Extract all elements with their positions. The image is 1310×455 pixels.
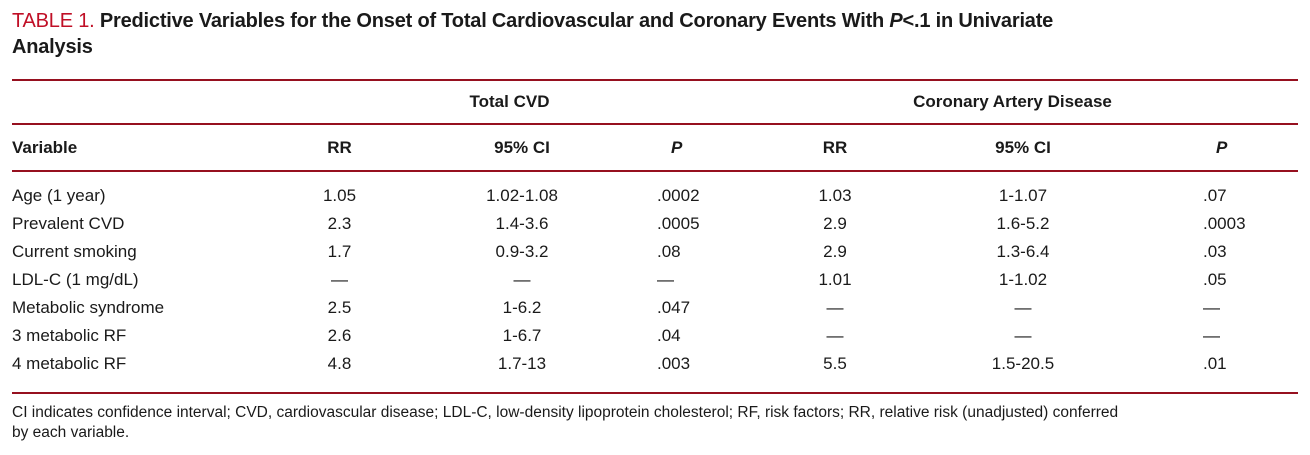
table-header: Total CVD Coronary Artery Disease Variab… (12, 80, 1298, 172)
cell-variable: LDL-C (1 mg/dL) (12, 270, 139, 289)
cell-cvd-rr: 4.8 (327, 354, 352, 373)
cell-cad-rr: 2.9 (823, 214, 847, 233)
cell-cvd-p: .0002 (657, 186, 700, 205)
cell-cad-rr: 5.5 (823, 354, 847, 373)
cell-cad-rr: — (826, 326, 844, 345)
cell-cad-p: .01 (1203, 354, 1227, 373)
cell-cvd-rr: — (331, 270, 348, 289)
title-italic-p: P (889, 10, 903, 32)
cell-cvd-rr: 2.6 (327, 326, 352, 345)
spanner-coronary-artery-disease: Coronary Artery Disease (727, 80, 1298, 125)
cell-cvd-p: .047 (657, 298, 691, 317)
col-header-variable: Variable (12, 124, 292, 172)
cell-cad-ci: 1-1.02 (998, 270, 1048, 289)
cell-cad-rr: 1.01 (818, 270, 852, 289)
table-row-3-metabolic-rf: 3 metabolic RF 2.6 1-6.7 .04 — — — (12, 322, 1298, 350)
paper-table-figure: TABLE 1. Predictive Variables for the On… (0, 8, 1310, 443)
table-row-4-metabolic-rf: 4 metabolic RF 4.8 1.7-13 .003 5.5 1.5-2… (12, 350, 1298, 393)
col-header-cvd-ci: 95% CI (387, 124, 657, 172)
cell-cad-ci: 1-1.07 (998, 186, 1048, 205)
cell-variable: 4 metabolic RF (12, 354, 127, 373)
cell-cvd-rr: 2.5 (327, 298, 352, 317)
cell-cad-p: — (1203, 298, 1220, 317)
cell-cad-ci: 1.5-20.5 (991, 354, 1055, 373)
cell-cad-rr: — (826, 298, 844, 317)
table-title: TABLE 1. Predictive Variables for the On… (12, 8, 1298, 60)
col-header-cvd-rr: RR (292, 124, 387, 172)
table-title-text-end: <.1 in Univariate (902, 10, 1054, 32)
cell-variable: Metabolic syndrome (12, 298, 165, 317)
table-row-metabolic-syndrome: Metabolic syndrome 2.5 1-6.2 .047 — — — (12, 294, 1298, 322)
cell-cvd-ci: 1-6.2 (502, 298, 542, 317)
table-title-text: Predictive Variables for the Onset of To… (94, 10, 890, 32)
cell-cad-p: .03 (1203, 242, 1227, 261)
cell-cad-rr: 1.03 (818, 186, 852, 205)
cell-variable: Current smoking (12, 242, 137, 261)
cell-cvd-rr: 1.05 (322, 186, 357, 205)
table-title-line2: Analysis (12, 36, 93, 58)
table-row-age: Age (1 year) 1.05 1.02-1.08 .0002 1.03 1… (12, 171, 1298, 210)
cell-cad-p: .07 (1203, 186, 1227, 205)
cell-cvd-p: .08 (657, 242, 681, 261)
table-body: Age (1 year) 1.05 1.02-1.08 .0002 1.03 1… (12, 171, 1298, 393)
table-number-label: TABLE 1. (12, 10, 95, 32)
cell-cad-rr: 2.9 (823, 242, 847, 261)
table-footnote: CI indicates confidence interval; CVD, c… (12, 403, 1298, 443)
cell-variable: Prevalent CVD (12, 214, 125, 233)
cell-variable: Age (1 year) (12, 186, 106, 205)
cell-cad-p: .05 (1203, 270, 1227, 289)
cell-cad-p: — (1203, 326, 1220, 345)
footnote-line1: CI indicates confidence interval; CVD, c… (12, 404, 1119, 421)
cell-cad-ci: 1.6-5.2 (996, 214, 1050, 233)
footnote-line2: by each variable. (12, 424, 130, 441)
column-header-row: Variable RR 95% CI P RR 95% CI P (12, 124, 1298, 172)
spanner-empty (12, 80, 292, 125)
cell-cvd-ci: 0.9-3.2 (495, 242, 549, 261)
spanner-row: Total CVD Coronary Artery Disease (12, 80, 1298, 125)
cell-cvd-ci: 1.4-3.6 (495, 214, 549, 233)
results-table: Total CVD Coronary Artery Disease Variab… (12, 79, 1298, 394)
cell-cvd-ci: — (513, 270, 531, 289)
col-header-cad-p: P (1103, 124, 1298, 172)
col-header-cad-ci: 95% CI (943, 124, 1103, 172)
cell-cad-ci: — (1014, 326, 1032, 345)
cell-cvd-ci: 1-6.7 (502, 326, 542, 345)
cell-cad-p: .0003 (1203, 214, 1246, 233)
cell-cad-ci: — (1014, 298, 1032, 317)
cell-variable: 3 metabolic RF (12, 326, 127, 345)
table-row-current-smoking: Current smoking 1.7 0.9-3.2 .08 2.9 1.3-… (12, 238, 1298, 266)
cell-cvd-p: — (657, 270, 674, 289)
cell-cvd-ci: 1.7-13 (497, 354, 547, 373)
cell-cvd-rr: 1.7 (327, 242, 352, 261)
cell-cvd-rr: 2.3 (327, 214, 352, 233)
col-header-cvd-p: P (657, 124, 727, 172)
cell-cvd-p: .003 (657, 354, 691, 373)
col-header-cad-rr: RR (727, 124, 943, 172)
cell-cvd-p: .0005 (657, 214, 700, 233)
spanner-total-cvd: Total CVD (292, 80, 727, 125)
cell-cvd-p: .04 (657, 326, 681, 345)
table-row-prevalent-cvd: Prevalent CVD 2.3 1.4-3.6 .0005 2.9 1.6-… (12, 210, 1298, 238)
table-row-ldl-c: LDL-C (1 mg/dL) — — — 1.01 1-1.02 .05 (12, 266, 1298, 294)
cell-cad-ci: 1.3-6.4 (996, 242, 1050, 261)
cell-cvd-ci: 1.02-1.08 (486, 186, 558, 205)
